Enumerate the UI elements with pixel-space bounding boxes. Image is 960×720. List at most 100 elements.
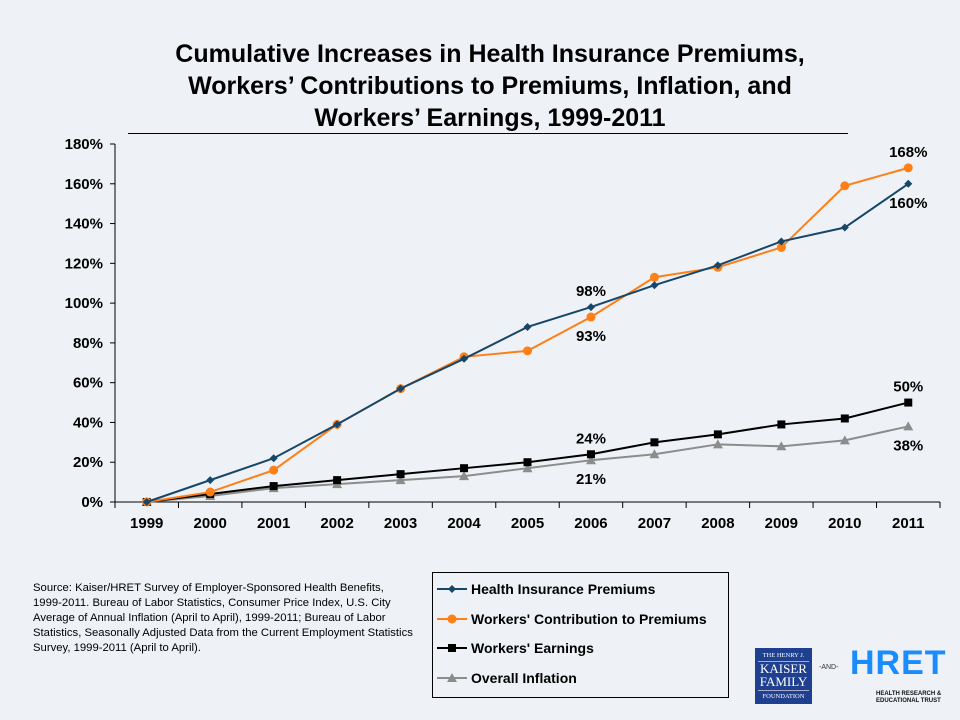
data-point bbox=[904, 179, 913, 188]
x-tick-label: 2004 bbox=[447, 515, 481, 532]
data-point bbox=[142, 498, 151, 506]
legend-swatch bbox=[437, 672, 467, 682]
data-label: 160% bbox=[889, 195, 927, 212]
data-point bbox=[523, 346, 532, 356]
data-point bbox=[586, 450, 595, 459]
data-point bbox=[269, 454, 278, 463]
data-point bbox=[522, 463, 533, 473]
legend-swatch bbox=[437, 585, 467, 593]
legend-marker bbox=[448, 585, 456, 593]
data-label: 24% bbox=[576, 430, 606, 447]
y-tick-label: 40% bbox=[73, 414, 103, 431]
data-point bbox=[839, 435, 850, 445]
x-tick-label: 2001 bbox=[257, 515, 290, 532]
data-point bbox=[460, 354, 469, 363]
data-point bbox=[523, 322, 532, 331]
data-point bbox=[586, 312, 596, 322]
x-tick-label: 2005 bbox=[511, 515, 544, 532]
y-tick-label: 120% bbox=[65, 255, 103, 272]
series-line bbox=[146, 401, 909, 503]
legend-swatch bbox=[437, 644, 467, 652]
y-tick-label: 140% bbox=[65, 216, 103, 233]
x-tick-label: 2003 bbox=[384, 515, 417, 532]
data-point bbox=[904, 398, 913, 407]
legend-item: Overall Inflation bbox=[433, 668, 577, 688]
data-point bbox=[586, 303, 595, 312]
data-point bbox=[649, 272, 659, 282]
x-tick-label: 2008 bbox=[701, 515, 734, 532]
data-point bbox=[650, 438, 659, 447]
legend-label: Overall Inflation bbox=[471, 669, 577, 686]
legend-label: Workers' Earnings bbox=[471, 640, 594, 656]
data-point bbox=[840, 181, 850, 191]
series-workers-contribution-to-premiums bbox=[142, 163, 913, 507]
y-tick-label: 80% bbox=[73, 335, 103, 352]
data-point bbox=[840, 414, 849, 423]
y-tick-label: 180% bbox=[65, 136, 103, 153]
x-tick-label: 2006 bbox=[574, 515, 607, 532]
x-tick-label: 2000 bbox=[194, 515, 227, 532]
hret-logo: HRET bbox=[850, 644, 947, 682]
data-point bbox=[713, 430, 722, 439]
title-line-2: Workers’ Contributions to Premiums, Infl… bbox=[188, 72, 792, 100]
data-point bbox=[396, 384, 405, 393]
x-tick-label: 1999 bbox=[130, 515, 163, 532]
data-point bbox=[459, 471, 470, 481]
hret-logo-subtitle: HEALTH RESEARCH & EDUCATIONAL TRUST bbox=[876, 691, 942, 704]
y-tick-label: 100% bbox=[65, 295, 103, 312]
legend-marker bbox=[447, 614, 457, 623]
data-label: 168% bbox=[889, 144, 927, 161]
source-note: Source: Kaiser/HRET Survey of Employer-S… bbox=[33, 582, 413, 654]
data-point bbox=[650, 281, 659, 290]
series-line bbox=[146, 182, 909, 503]
data-point bbox=[523, 458, 532, 467]
data-point bbox=[777, 420, 786, 429]
legend-label: Health Insurance Premiums bbox=[471, 581, 656, 597]
data-point bbox=[333, 420, 342, 429]
data-point bbox=[840, 223, 849, 232]
data-point bbox=[903, 163, 913, 173]
legend-item: Workers' Contribution to Premiums bbox=[433, 609, 707, 629]
data-point bbox=[205, 487, 215, 497]
legend-label: Workers' Contribution to Premiums bbox=[471, 610, 707, 627]
legend: Health Insurance Premiums Workers' Contri… bbox=[432, 572, 729, 698]
data-point bbox=[777, 237, 786, 246]
title-line-1: Cumulative Increases in Health Insurance… bbox=[175, 40, 805, 68]
x-tick-label: 2011 bbox=[892, 515, 925, 532]
series-health-insurance-premiums bbox=[142, 179, 913, 506]
x-tick-label: 2010 bbox=[828, 515, 861, 532]
data-label: 38% bbox=[893, 437, 923, 454]
x-tick-label: 2002 bbox=[320, 515, 353, 532]
legend-item: Workers' Earnings bbox=[433, 638, 594, 658]
y-tick-label: 20% bbox=[73, 454, 103, 471]
data-point bbox=[585, 455, 596, 465]
data-point bbox=[206, 476, 215, 485]
data-point bbox=[776, 441, 787, 451]
data-point bbox=[649, 449, 660, 459]
data-point bbox=[396, 470, 405, 479]
legend-swatch bbox=[437, 614, 467, 623]
x-tick-label: 2007 bbox=[638, 515, 671, 532]
series-line bbox=[146, 166, 909, 503]
legend-item: Health Insurance Premiums bbox=[433, 579, 655, 599]
legend-marker bbox=[448, 644, 456, 652]
and-separator: -AND- bbox=[819, 664, 839, 671]
kaiser-family-foundation-logo: THE HENRY J. KAISER FAMILY FOUNDATION bbox=[755, 648, 812, 704]
y-tick-label: 60% bbox=[73, 375, 103, 392]
data-point bbox=[333, 476, 342, 485]
data-point bbox=[395, 475, 406, 485]
chart-title: Cumulative Increases in Health Insurance… bbox=[90, 38, 890, 134]
legend-marker bbox=[447, 672, 457, 682]
data-point bbox=[713, 261, 722, 270]
x-tick-label: 2009 bbox=[765, 515, 798, 532]
data-label: 98% bbox=[576, 283, 606, 300]
data-point bbox=[269, 465, 279, 475]
data-label: 21% bbox=[576, 471, 606, 488]
data-label: 93% bbox=[576, 328, 606, 345]
title-divider bbox=[128, 133, 848, 134]
title-line-3: Workers’ Earnings, 1999-2011 bbox=[314, 104, 666, 132]
data-point bbox=[776, 242, 786, 252]
data-point bbox=[460, 464, 469, 473]
y-tick-label: 160% bbox=[65, 176, 103, 193]
data-point bbox=[712, 439, 723, 449]
